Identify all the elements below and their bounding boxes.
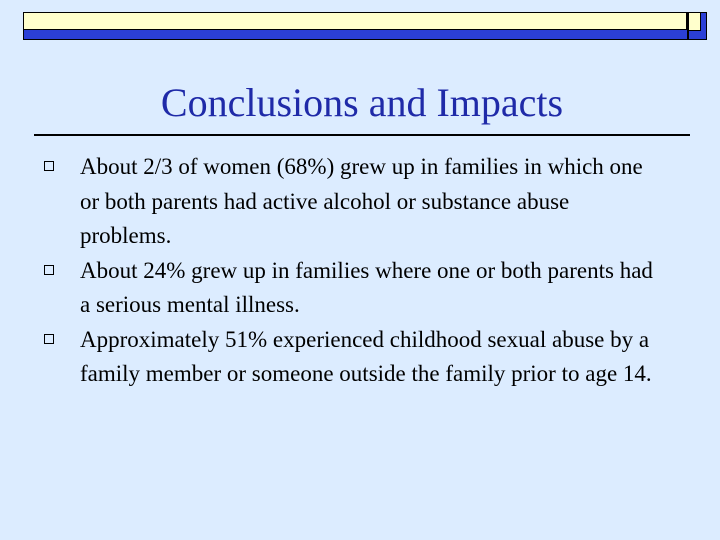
header-decoration-yellow-bar (23, 12, 687, 30)
bullet-text: About 2/3 of women (68%) grew up in fami… (80, 154, 643, 248)
slide-title: Conclusions and Impacts (160, 80, 564, 125)
header-decoration-blue-bar (24, 30, 688, 40)
title-divider (34, 134, 690, 136)
hollow-square-bullet-icon (44, 264, 54, 275)
hollow-square-bullet-icon (44, 161, 54, 171)
header-corner-inner (689, 13, 701, 31)
bullet-item: About 2/3 of women (68%) grew up in fami… (44, 150, 664, 254)
hollow-square-bullet-icon (44, 333, 54, 344)
header-corner-decoration (688, 12, 707, 40)
bullet-text: About 24% grew up in families where one … (80, 257, 653, 318)
bullet-item: About 24% grew up in families where one … (44, 254, 664, 323)
bullet-item: Approximately 51% experienced childhood … (44, 323, 664, 392)
bullet-list: About 2/3 of women (68%) grew up in fami… (44, 150, 664, 392)
bullet-text: Approximately 51% experienced childhood … (80, 326, 652, 387)
